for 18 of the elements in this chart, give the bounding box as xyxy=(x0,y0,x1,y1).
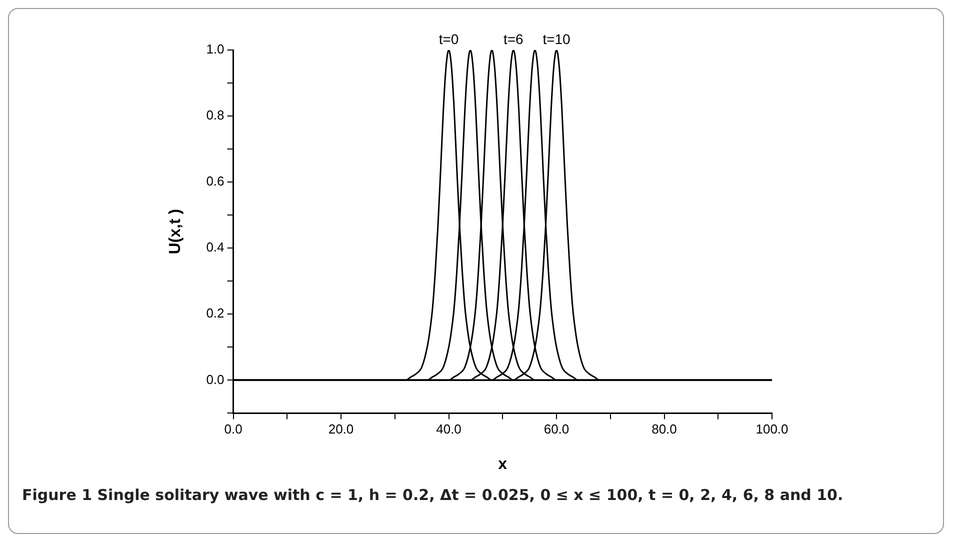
annotation: t=6 xyxy=(503,30,524,47)
annotation: t=10 xyxy=(542,30,571,47)
x-tick-label: 100.0 xyxy=(756,422,788,437)
x-tick-label: 40.0 xyxy=(436,422,462,437)
y-tick-label: 0.4 xyxy=(206,240,224,255)
y-tick-label: 0.2 xyxy=(206,306,224,321)
x-axis-title: x xyxy=(498,456,508,473)
caption: Figure 1 Single solitary wave with c = 1, h = 0.2, Δt = 0.025, 0 ≤ x ≤ 100, t = 0, 2, 4, 6, 8 and 10. xyxy=(22,486,844,504)
y-axis-title: U(x,t ) xyxy=(167,208,184,254)
x-tick-label: 0.0 xyxy=(224,422,242,437)
x-tick-label: 20.0 xyxy=(328,422,354,437)
annotation: t=0 xyxy=(438,30,459,47)
y-tick-label: 0.8 xyxy=(206,108,224,123)
x-tick-label: 60.0 xyxy=(544,422,570,437)
x-tick-label: 80.0 xyxy=(652,422,677,437)
y-tick-label: 0.6 xyxy=(206,174,224,189)
y-tick-label: 0.0 xyxy=(206,372,224,387)
y-tick-label: 1.0 xyxy=(206,42,224,57)
